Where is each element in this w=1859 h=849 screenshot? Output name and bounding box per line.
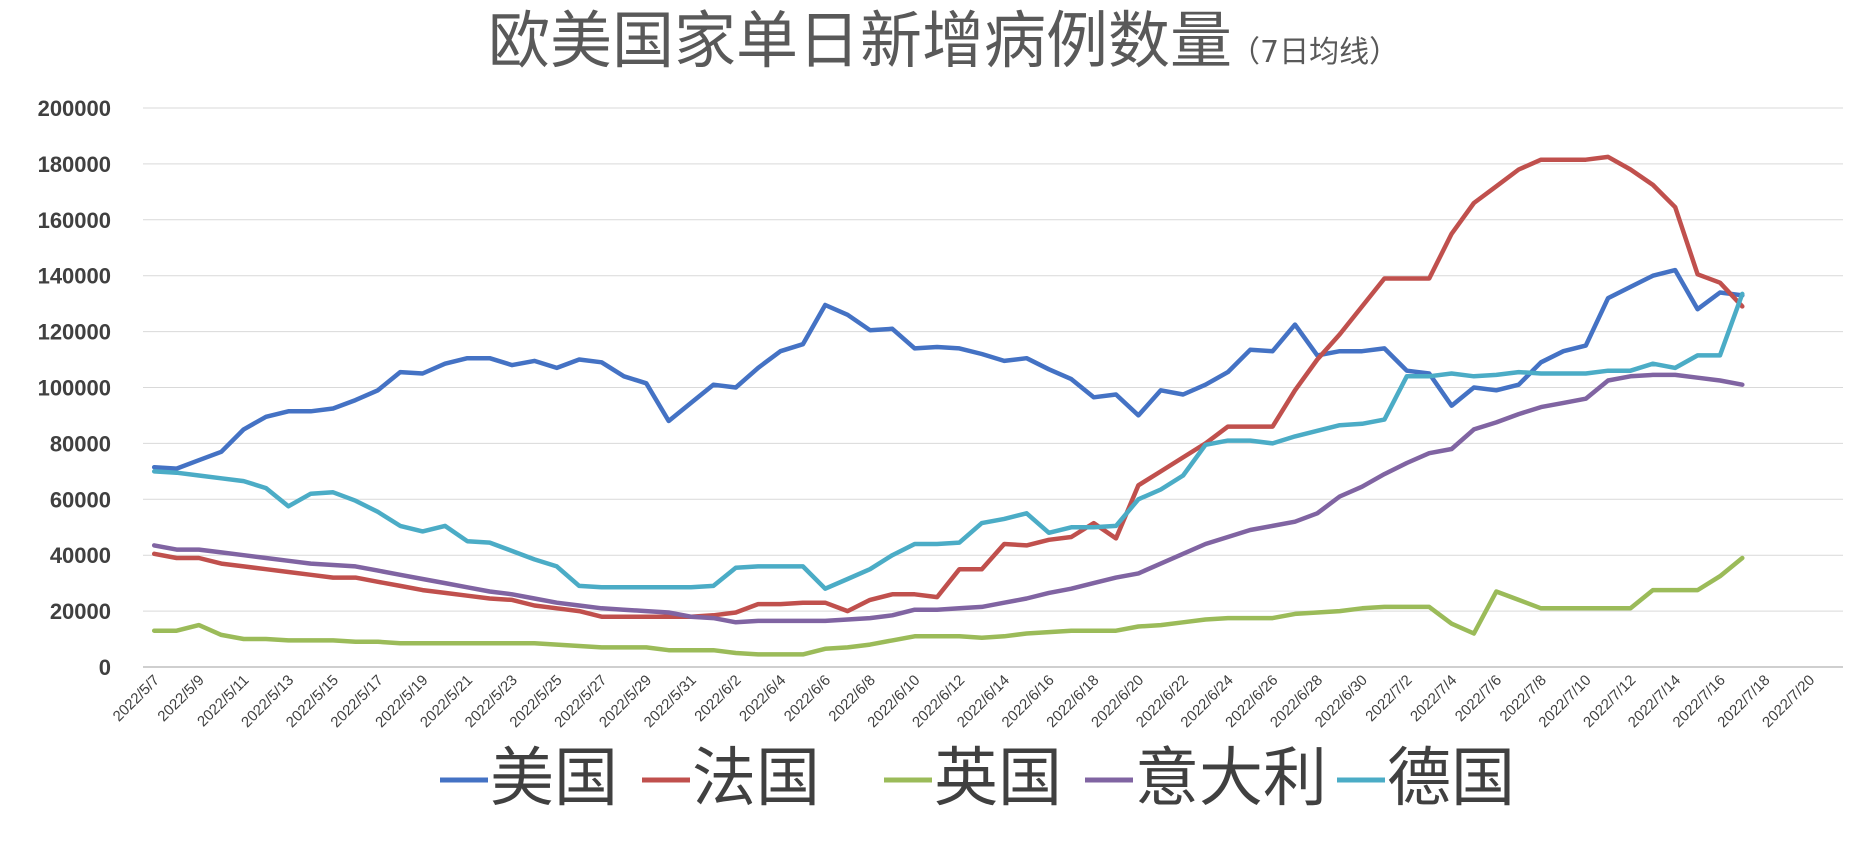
x-tick-label: 2022/6/4 — [736, 672, 789, 725]
series-line-0 — [151, 267, 1745, 471]
series-line-4 — [151, 291, 1745, 591]
y-tick-label: 100000 — [38, 376, 111, 401]
legend-label: 英国 — [934, 742, 1062, 816]
series-line-3 — [151, 372, 1745, 625]
legend: 美国 法国 英国 意大利 德国 — [440, 742, 1515, 816]
y-tick-label: 0 — [99, 655, 111, 680]
y-axis-ticks: 2000001800001600001400001200001000008000… — [38, 96, 111, 680]
y-tick-label: 160000 — [38, 208, 111, 233]
y-tick-label: 120000 — [38, 320, 111, 345]
legend-label: 法国 — [692, 742, 820, 816]
x-axis-ticks: 2022/5/72022/5/92022/5/112022/5/132022/5… — [110, 672, 1819, 731]
x-tick-label: 2022/6/6 — [781, 672, 834, 725]
series-line-1 — [151, 154, 1745, 619]
y-tick-label: 40000 — [50, 543, 111, 568]
chart-subtitle: （7日均线） — [1230, 35, 1399, 70]
x-tick-label: 2022/6/2 — [691, 672, 744, 725]
y-tick-label: 20000 — [50, 599, 111, 624]
series-lines — [151, 154, 1745, 657]
x-tick-label: 2022/7/2 — [1362, 672, 1415, 725]
x-tick-label: 2022/7/4 — [1407, 672, 1460, 725]
series-line-2 — [151, 555, 1745, 657]
legend-label: 美国 — [490, 742, 618, 816]
y-tick-label: 80000 — [50, 431, 111, 456]
x-tick-label: 2022/7/6 — [1452, 672, 1505, 725]
y-tick-label: 60000 — [50, 487, 111, 512]
y-tick-label: 140000 — [38, 264, 111, 289]
chart-title: 欧美国家单日新增病例数量 — [488, 4, 1232, 77]
y-tick-label: 180000 — [38, 152, 111, 177]
legend-label: 德国 — [1387, 742, 1515, 816]
y-tick-label: 200000 — [38, 96, 111, 121]
legend-label: 意大利 — [1135, 742, 1327, 816]
gridlines — [143, 107, 1843, 668]
x-tick-label: 2022/5/7 — [110, 672, 163, 725]
